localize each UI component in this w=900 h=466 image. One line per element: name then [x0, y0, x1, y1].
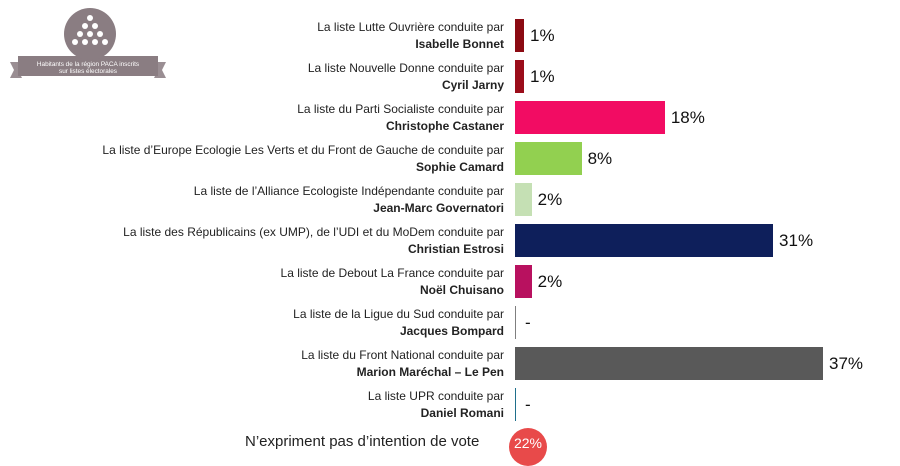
list-name: La liste d’Europe Ecologie Les Verts et … [102, 143, 504, 157]
list-name: La liste de la Ligue du Sud conduite par [293, 307, 504, 321]
list-name: La liste des Républicains (ex UMP), de l… [123, 225, 504, 239]
row-label: La liste des Républicains (ex UMP), de l… [84, 224, 504, 258]
badge-ribbon [18, 56, 158, 76]
respondents-badge: Habitants de la région PACA inscrits sur… [10, 8, 166, 78]
value-label: 2% [537, 272, 563, 291]
list-name: La liste du Front National conduite par [301, 348, 504, 362]
candidate-name: Sophie Camard [415, 160, 504, 174]
people-pyramid-icon [72, 15, 108, 45]
list-name: La liste de l’Alliance Ecologiste Indépe… [193, 184, 504, 198]
row-label: La liste de Debout La France conduite pa… [84, 265, 504, 299]
value-label: 31% [779, 231, 814, 250]
row-label: La liste d’Europe Ecologie Les Verts et … [84, 142, 504, 176]
bar [515, 388, 516, 421]
row-label: La liste Lutte Ouvrière conduite par Isab… [84, 19, 504, 53]
bar [515, 19, 524, 52]
row-label: La liste de l’Alliance Ecologiste Indépe… [84, 183, 504, 217]
candidate-name: Marion Maréchal – Le Pen [356, 365, 504, 379]
candidate-name: Isabelle Bonnet [415, 37, 504, 51]
bar [515, 183, 532, 216]
value-label: 2% [537, 190, 563, 209]
candidate-name: Christophe Castaner [385, 119, 504, 133]
value-label: - [525, 395, 531, 414]
value-label: - [525, 313, 531, 332]
row-label: La liste de la Ligue du Sud conduite par… [84, 306, 504, 340]
list-name: La liste UPR conduite par [367, 389, 504, 403]
candidate-name: Jacques Bompard [399, 324, 504, 338]
bar [515, 142, 582, 175]
value-label: 1% [530, 26, 555, 45]
list-name: La liste Lutte Ouvrière conduite par [317, 20, 504, 34]
badge-text-line2: sur listes électorales [59, 68, 117, 75]
list-name: La liste Nouvelle Donne conduite par [307, 61, 504, 75]
bar [515, 60, 524, 93]
list-name: La liste du Parti Socialiste conduite pa… [297, 102, 504, 116]
row-label: La liste UPR conduite par Daniel Romani [84, 388, 504, 422]
bar [515, 306, 516, 339]
no-intention-value-badge: 22% [509, 428, 547, 466]
bar [515, 347, 823, 380]
bar [515, 224, 774, 257]
bar [515, 265, 532, 298]
value-label: 1% [530, 67, 555, 86]
value-label: 18% [670, 108, 705, 127]
row-label: La liste du Parti Socialiste conduite pa… [84, 101, 504, 135]
row-label: La liste du Front National conduite par M… [84, 347, 504, 381]
value-label: 8% [587, 149, 613, 168]
badge-text-line1: Habitants de la région PACA inscrits [37, 61, 139, 68]
candidate-name: Christian Estrosi [407, 242, 504, 256]
candidate-name: Cyril Jarny [441, 78, 504, 92]
candidate-name: Daniel Romani [420, 406, 504, 420]
bar [515, 101, 665, 134]
row-label: La liste Nouvelle Donne conduite par Cyri… [84, 60, 504, 94]
list-name: La liste de Debout La France conduite pa… [280, 266, 504, 280]
candidate-name: Noël Chuisano [419, 283, 504, 297]
no-intention-label: N’expriment pas d’intention de vote [245, 433, 480, 450]
candidate-name: Jean-Marc Governatori [373, 201, 504, 215]
value-label: 37% [829, 354, 864, 373]
